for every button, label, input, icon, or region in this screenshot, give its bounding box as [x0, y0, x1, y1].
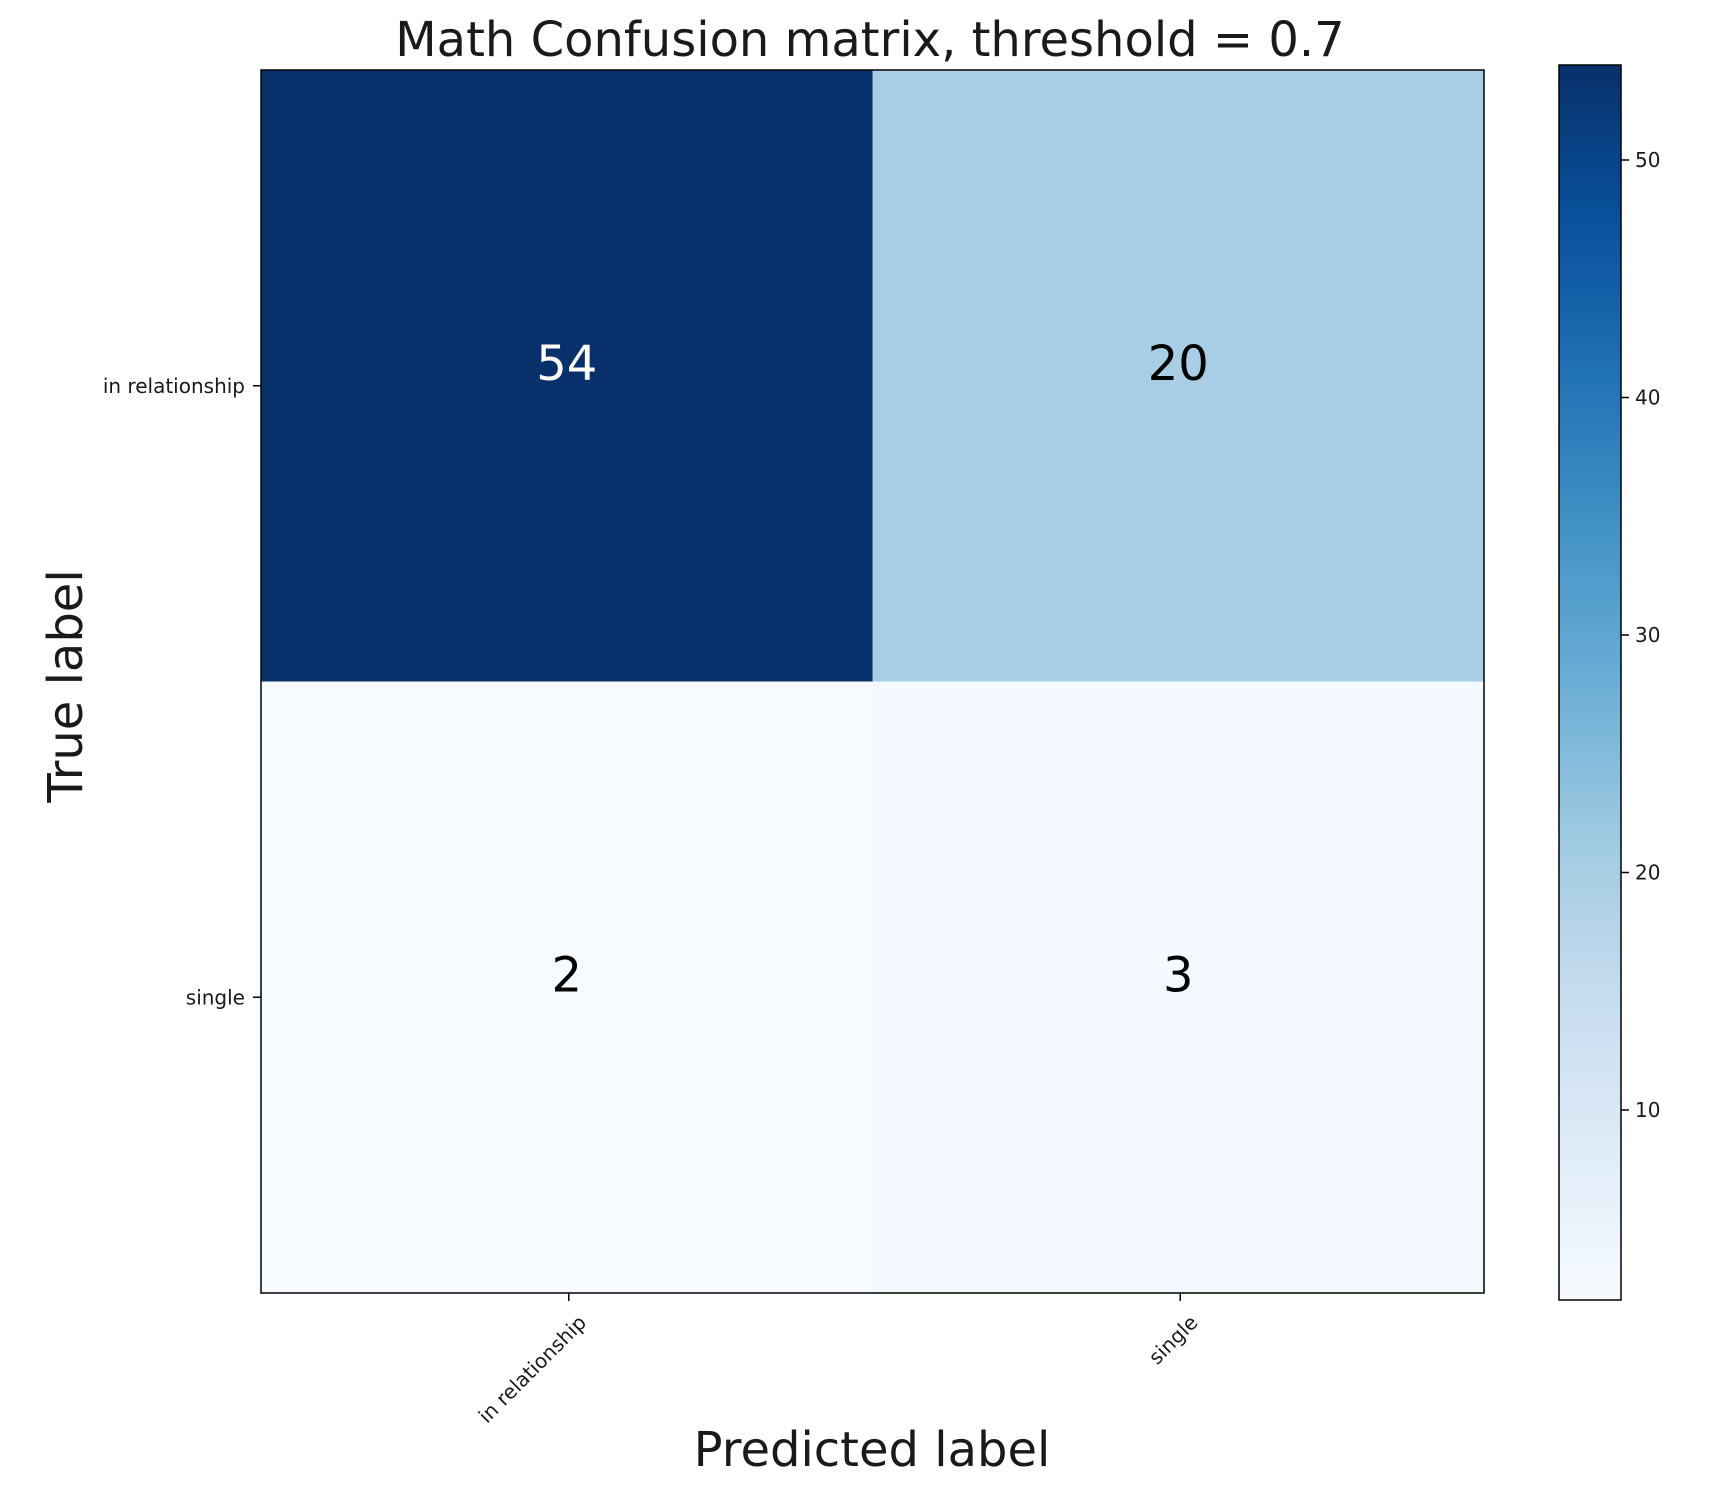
cell-value-label: 20 [1148, 336, 1209, 392]
colorbar-gradient [1558, 64, 1622, 1301]
heatmap-cell [261, 70, 873, 682]
heatmap-cell [872, 70, 1484, 682]
cell-value-label: 54 [536, 336, 597, 392]
chart-title: Math Confusion matrix, threshold = 0.7 [395, 12, 1344, 68]
colorbar-tick-label: 50 [1635, 148, 1660, 172]
colorbar-tick-label: 40 [1635, 386, 1660, 410]
cell-value-label: 2 [551, 947, 582, 1003]
heatmap-cell [261, 681, 873, 1293]
y-axis-label: True label [38, 569, 94, 803]
heatmap-cells: 54 20 2 3 [261, 70, 1484, 1293]
x-axis-ticks: in relationship single [474, 1293, 1203, 1428]
colorbar-tick-label: 20 [1635, 861, 1660, 885]
heatmap-cell [872, 681, 1484, 1293]
y-tick-label: in relationship [103, 374, 245, 398]
colorbar-tick-label: 30 [1635, 623, 1660, 647]
x-tick-label: single [1144, 1310, 1203, 1369]
cell-value-label: 3 [1163, 947, 1194, 1003]
y-axis-ticks: in relationship single [103, 374, 261, 1009]
x-tick-label: in relationship [474, 1310, 591, 1427]
colorbar: 10 20 30 40 50 [1558, 64, 1660, 1301]
y-tick-label: single [186, 985, 245, 1009]
colorbar-tick-label: 10 [1635, 1098, 1660, 1122]
plot-frame [260, 69, 1485, 1294]
x-axis-label: Predicted label [694, 1422, 1051, 1478]
colorbar-ticks: 10 20 30 40 50 [1621, 148, 1660, 1122]
